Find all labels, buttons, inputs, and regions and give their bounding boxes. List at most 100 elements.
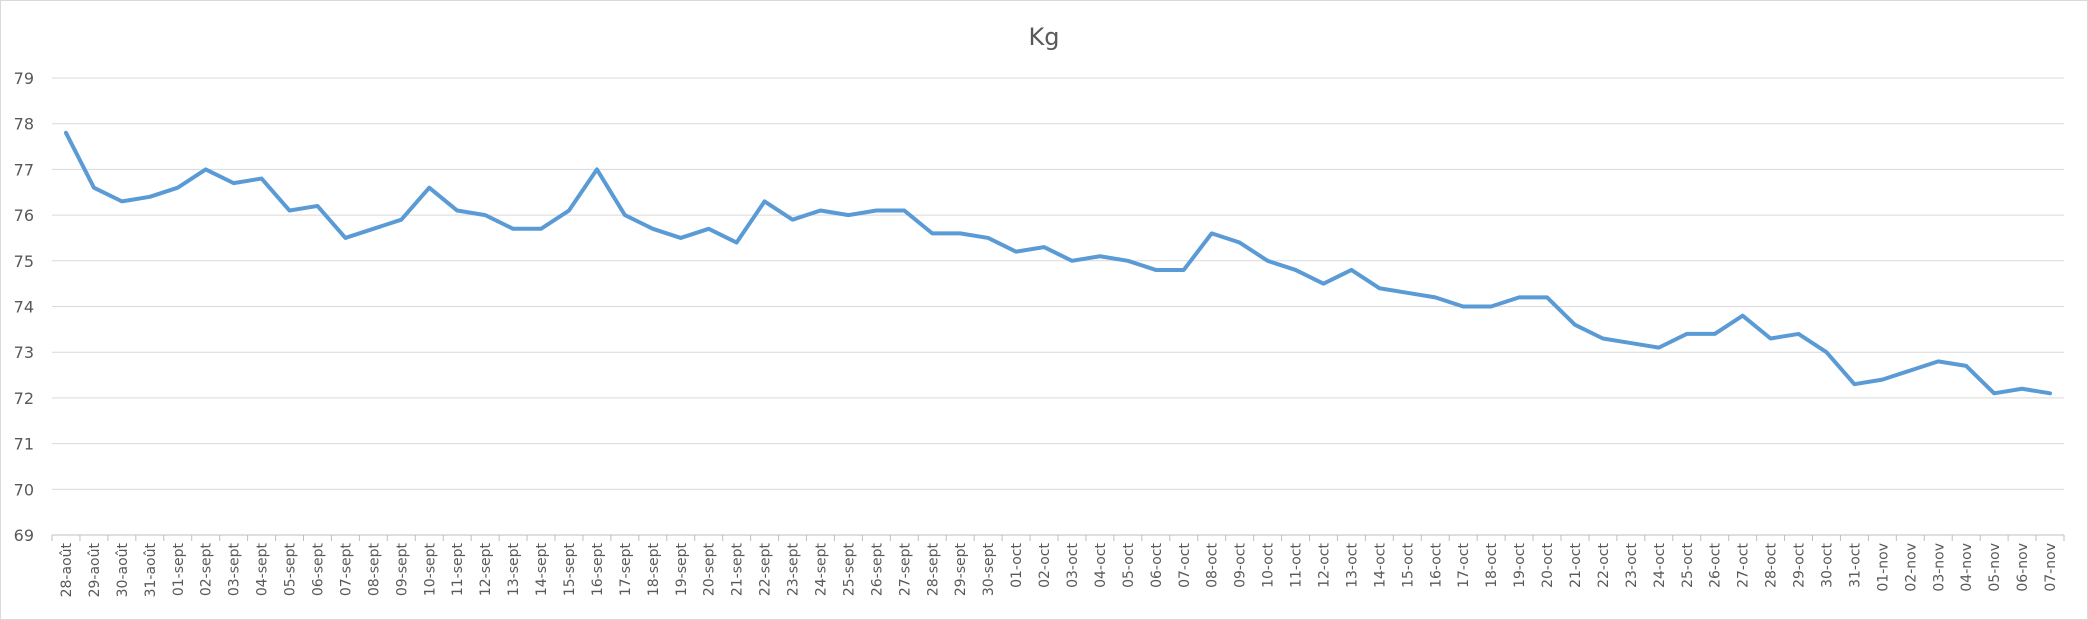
x-tick-label: 07-nov	[2043, 543, 2059, 592]
x-tick-label: 19-sept	[674, 542, 690, 596]
x-tick-label: 01-nov	[1875, 543, 1891, 592]
data-point	[1349, 268, 1353, 272]
x-tick-label: 17-oct	[1456, 543, 1472, 588]
data-point	[315, 204, 319, 208]
x-tick-label: 03-oct	[1065, 543, 1081, 588]
x-tick-label: 16-oct	[1428, 543, 1444, 588]
x-tick-label: 13-oct	[1344, 543, 1360, 588]
data-point	[455, 209, 459, 213]
data-point	[539, 227, 543, 231]
x-tick-label: 30-août	[115, 542, 131, 597]
x-tick-label: 23-sept	[786, 542, 802, 596]
y-tick-label: 77	[14, 160, 34, 179]
y-tick-label: 78	[14, 115, 34, 134]
data-point	[846, 213, 850, 217]
x-tick-label: 07-sept	[338, 542, 354, 596]
x-tick-label: 10-oct	[1261, 543, 1277, 588]
y-tick-label: 79	[14, 69, 34, 88]
x-tick-label: 06-oct	[1149, 543, 1165, 588]
x-tick-label: 18-sept	[646, 542, 662, 596]
y-tick-label: 72	[14, 389, 34, 408]
data-point	[1154, 268, 1158, 272]
x-tick-label: 01-oct	[1009, 543, 1025, 588]
x-tick-label: 26-oct	[1708, 543, 1724, 588]
data-point	[791, 218, 795, 222]
data-point	[1573, 323, 1577, 327]
data-point	[1685, 332, 1689, 336]
data-point	[1880, 378, 1884, 382]
x-tick-label: 11-oct	[1289, 543, 1305, 588]
data-point	[735, 241, 739, 245]
x-tick-label: 16-sept	[590, 542, 606, 596]
data-point	[1294, 268, 1298, 272]
data-point	[707, 227, 711, 231]
x-tick-label: 13-sept	[506, 542, 522, 596]
data-point	[1461, 305, 1465, 309]
x-tick-label: 21-sept	[730, 542, 746, 596]
data-point	[511, 227, 515, 231]
x-tick-label: 25-oct	[1680, 543, 1696, 588]
data-point	[1377, 286, 1381, 290]
data-point	[1182, 268, 1186, 272]
data-point	[260, 177, 264, 181]
y-tick-label: 70	[14, 480, 34, 499]
x-tick-label: 05-sept	[283, 542, 299, 596]
x-tick-label: 06-sept	[310, 542, 326, 596]
data-point	[1657, 346, 1661, 350]
data-point	[1098, 254, 1102, 258]
data-point	[343, 236, 347, 240]
data-point	[427, 186, 431, 190]
x-tick-label: 09-oct	[1233, 543, 1249, 588]
x-tick-label: 09-sept	[394, 542, 410, 596]
data-point	[1266, 259, 1270, 263]
data-point	[1797, 332, 1801, 336]
data-point	[1238, 241, 1242, 245]
data-point	[1713, 332, 1717, 336]
data-point	[595, 167, 599, 171]
x-tick-label: 14-sept	[534, 542, 550, 596]
data-point	[204, 167, 208, 171]
x-tick-label: 27-sept	[897, 542, 913, 596]
x-tick-label: 25-sept	[841, 542, 857, 596]
data-point	[1852, 382, 1856, 386]
x-tick-label: 19-oct	[1512, 543, 1528, 588]
data-point	[1824, 350, 1828, 354]
data-point	[1769, 336, 1773, 340]
data-point	[1992, 391, 1996, 395]
x-tick-label: 07-oct	[1177, 543, 1193, 588]
x-tick-label: 08-sept	[366, 542, 382, 596]
x-tick-label: 29-sept	[953, 542, 969, 596]
x-tick-label: 31-oct	[1847, 543, 1863, 588]
data-point	[176, 186, 180, 190]
data-point	[399, 218, 403, 222]
data-point	[1908, 368, 1912, 372]
x-tick-label: 22-sept	[758, 542, 774, 596]
x-tick-label: 27-oct	[1736, 543, 1752, 588]
x-tick-label: 30-sept	[981, 542, 997, 596]
data-point	[1629, 341, 1633, 345]
data-point	[1405, 291, 1409, 295]
data-point	[2020, 387, 2024, 391]
data-point	[623, 213, 627, 217]
data-point	[1126, 259, 1130, 263]
data-point	[902, 209, 906, 213]
x-tick-label: 30-oct	[1819, 543, 1835, 588]
x-tick-label: 23-oct	[1624, 543, 1640, 588]
x-tick-label: 26-sept	[869, 542, 885, 596]
x-tick-label: 28-sept	[925, 542, 941, 596]
series-line	[63, 130, 2053, 396]
x-tick-label: 20-oct	[1540, 543, 1556, 588]
x-tick-label: 31-août	[143, 542, 159, 597]
data-point	[1545, 295, 1549, 299]
y-tick-label: 71	[14, 435, 34, 454]
y-tick-label: 75	[14, 252, 34, 271]
data-point	[818, 209, 822, 213]
x-tick-label: 01-sept	[171, 542, 187, 596]
data-point	[232, 181, 236, 185]
data-point	[1741, 314, 1745, 318]
data-point	[371, 227, 375, 231]
x-tick-label: 15-sept	[562, 542, 578, 596]
x-tick-label: 15-oct	[1400, 543, 1416, 588]
